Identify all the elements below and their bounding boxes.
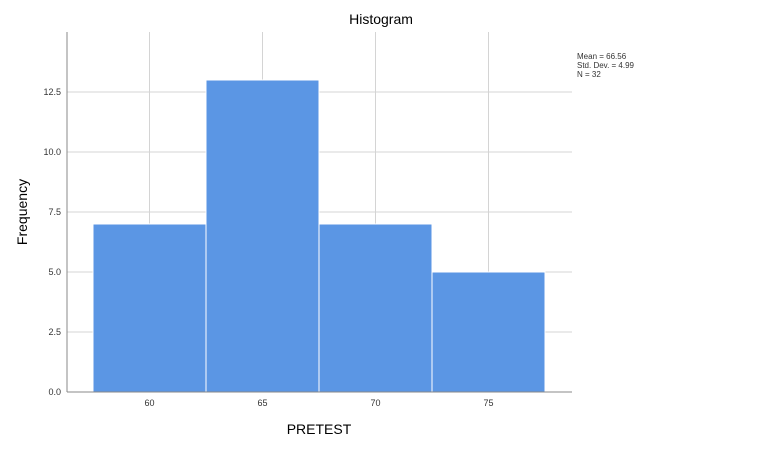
y-axis-label: Frequency xyxy=(14,179,30,245)
x-tick-label: 65 xyxy=(257,398,267,408)
histogram-bar xyxy=(318,223,433,393)
stats-box: Mean = 66.56 Std. Dev. = 4.99 N = 32 xyxy=(577,52,635,79)
histogram-bar xyxy=(92,223,207,393)
histogram-bar xyxy=(431,271,546,393)
stats-n: N = 32 xyxy=(577,70,601,79)
y-tick-label: 7.5 xyxy=(48,207,61,217)
x-tick-label: 60 xyxy=(144,398,154,408)
x-tick-labels: 60 65 70 75 xyxy=(144,398,493,408)
chart-title: Histogram xyxy=(349,11,413,27)
x-tick-label: 75 xyxy=(483,398,493,408)
y-tick-label: 0.0 xyxy=(48,387,61,397)
y-tick-label: 10.0 xyxy=(43,147,61,157)
stats-std-dev: Std. Dev. = 4.99 xyxy=(577,61,635,70)
y-tick-label: 5.0 xyxy=(48,267,61,277)
axes xyxy=(66,32,572,393)
y-tick-labels: 0.0 2.5 5.0 7.5 10.0 12.5 xyxy=(43,87,61,397)
stats-mean: Mean = 66.56 xyxy=(577,52,627,61)
bars xyxy=(92,79,546,393)
x-tick-label: 70 xyxy=(370,398,380,408)
y-tick-label: 2.5 xyxy=(48,327,61,337)
y-tick-label: 12.5 xyxy=(43,87,61,97)
x-axis-label: PRETEST xyxy=(287,421,352,437)
histogram-bar xyxy=(205,79,320,393)
